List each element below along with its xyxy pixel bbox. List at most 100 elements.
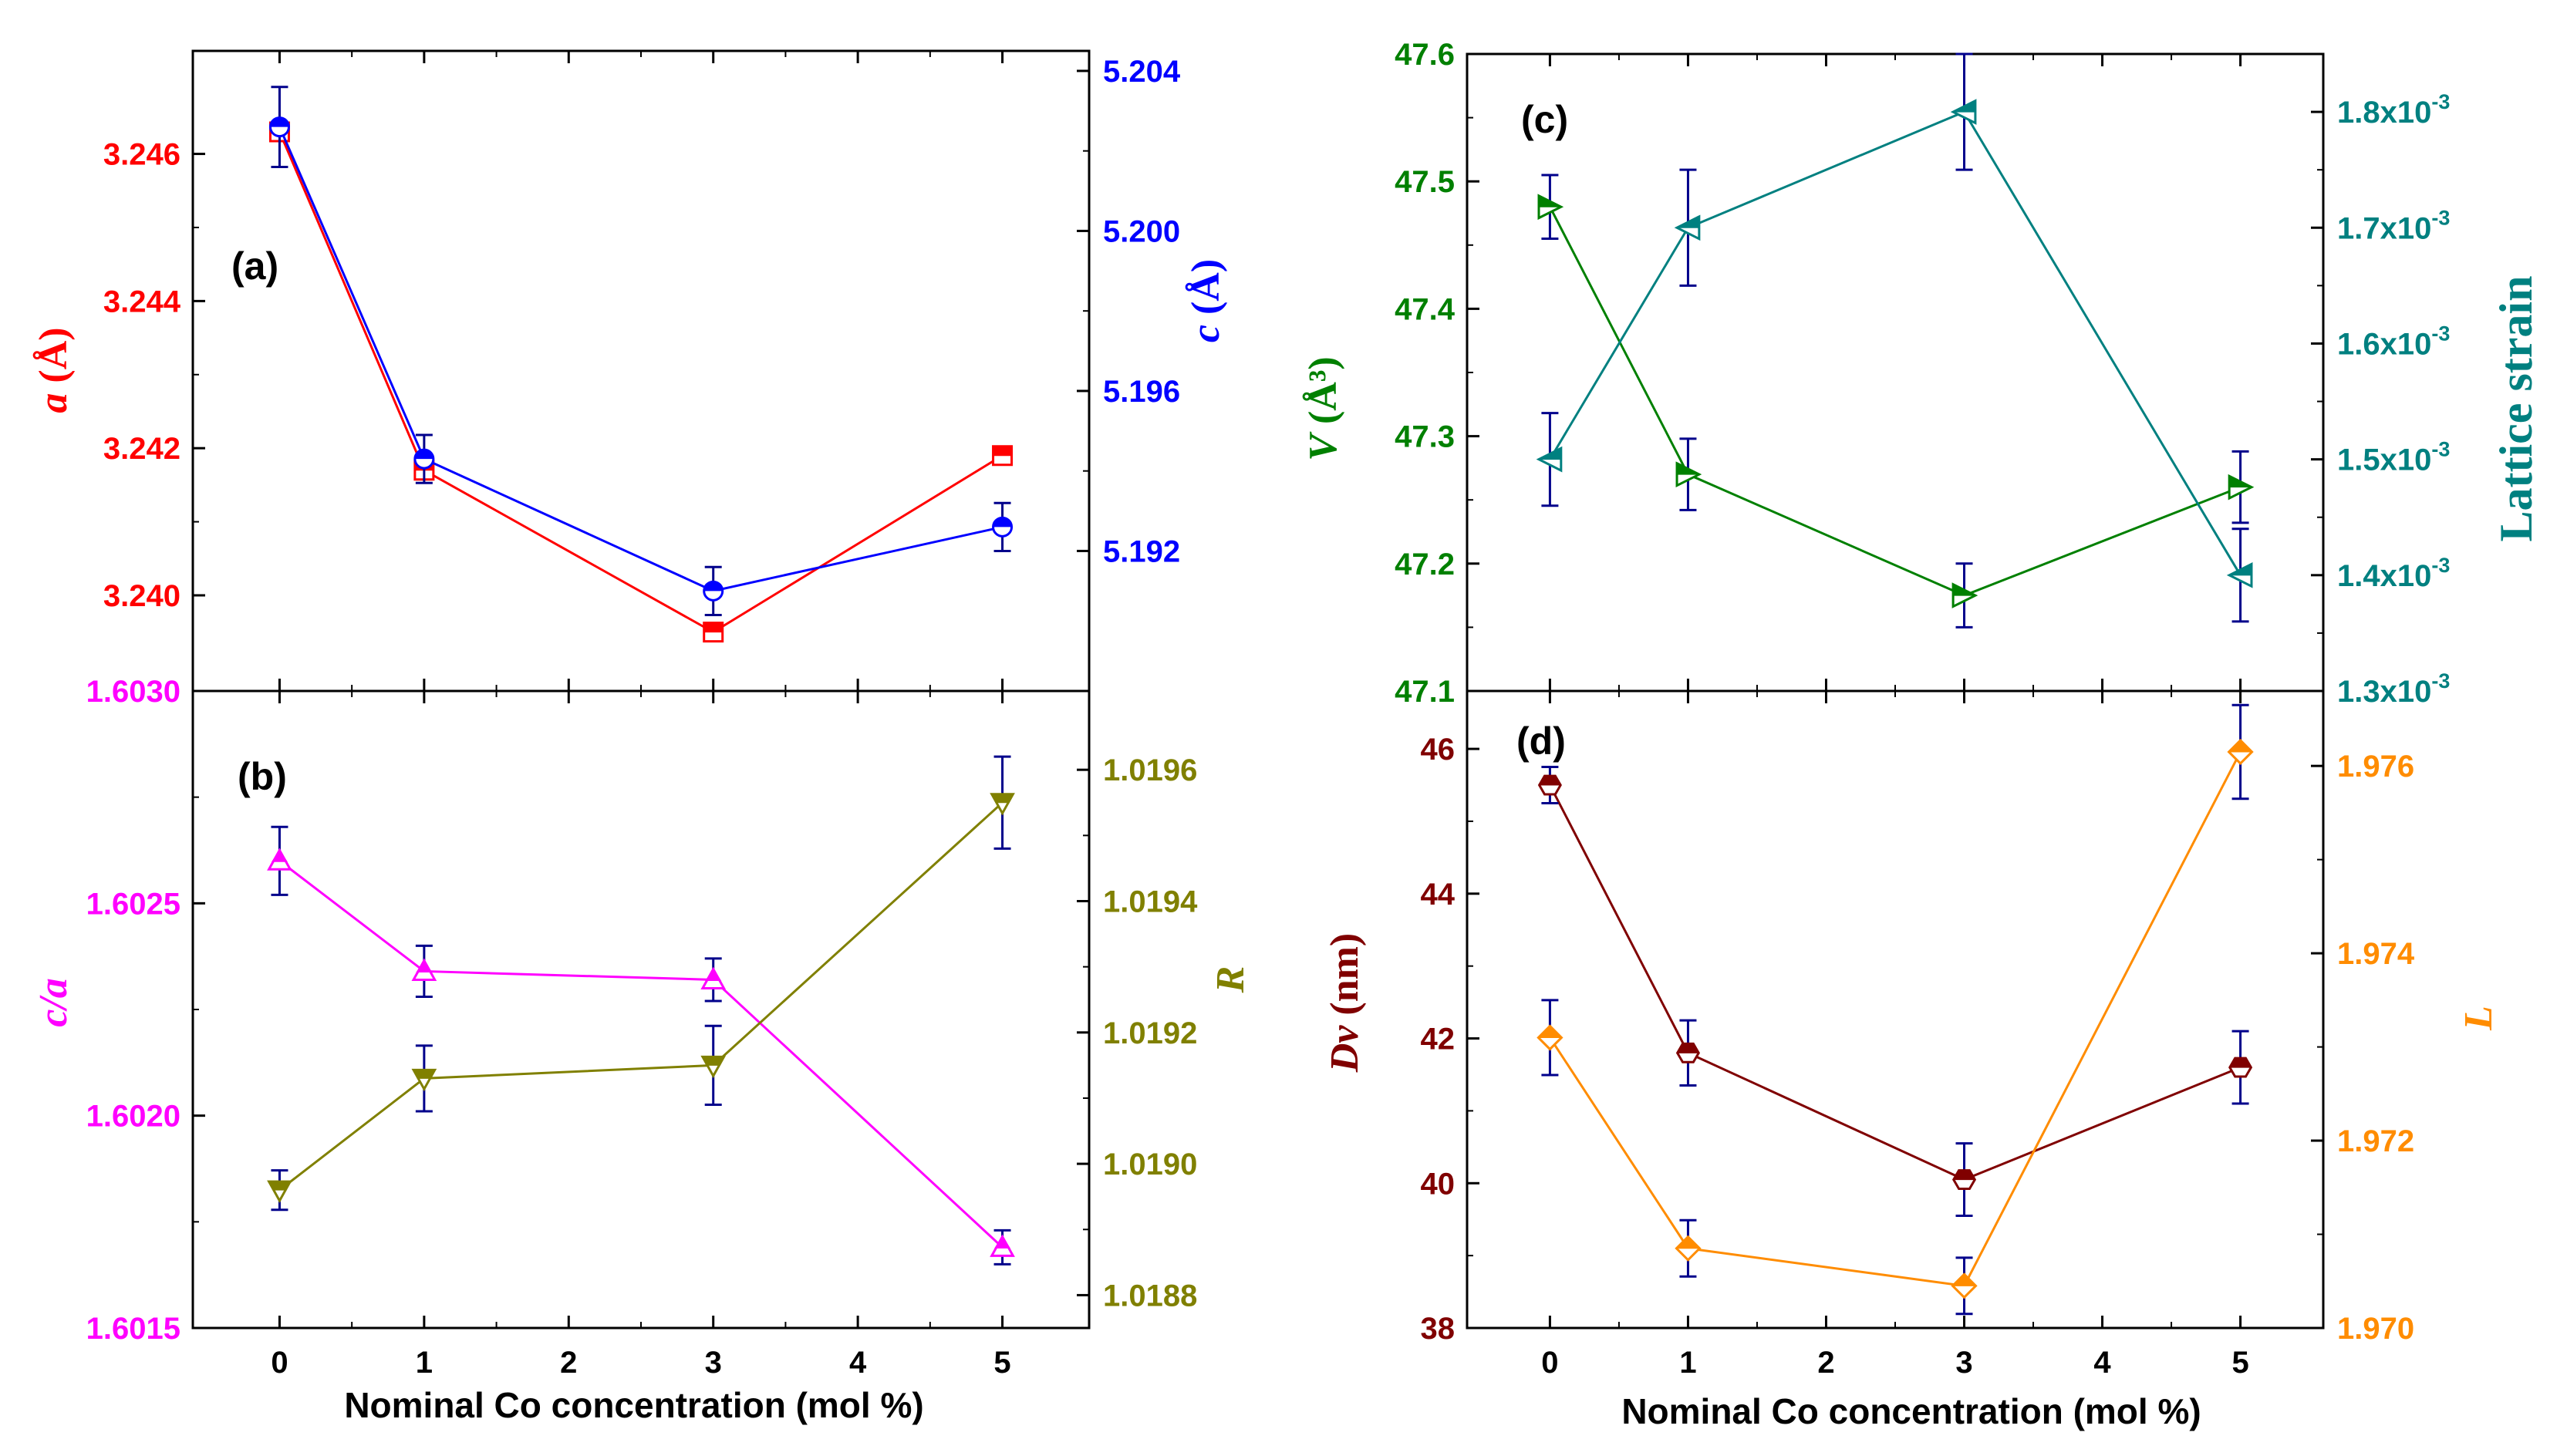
marker-fill xyxy=(2228,475,2252,488)
tick-exponent: -3 xyxy=(2431,322,2450,345)
data-point xyxy=(703,580,724,602)
series-2 xyxy=(1536,703,2254,1316)
right-axis-label: c (Å) xyxy=(1184,259,1228,342)
data-point xyxy=(411,958,437,981)
left-y-tick-label: 47.2 xyxy=(1395,548,1455,581)
x-axis-label-left: Nominal Co concentration (mol %) xyxy=(344,1385,923,1425)
left-y-tick-label: 1.6020 xyxy=(86,1100,180,1134)
right-y-tick-label: 1.6x10-3 xyxy=(2337,322,2450,361)
axis-label-italic: V xyxy=(1301,431,1345,461)
right-y-tick-label: 1.0196 xyxy=(1103,753,1197,787)
marker-fill xyxy=(1538,195,1562,207)
marker-fill xyxy=(1538,775,1562,786)
series-2 xyxy=(1536,52,2253,623)
x-tick-label: 5 xyxy=(2231,1346,2248,1380)
tick-exponent: -3 xyxy=(2431,554,2450,577)
axis-label-unit: (nm) xyxy=(1323,933,1367,1026)
panel-label: (c) xyxy=(1521,98,1568,141)
axis-label-italic: R xyxy=(1209,966,1253,994)
series-line xyxy=(278,131,1004,634)
data-point xyxy=(990,1234,1015,1257)
data-point xyxy=(2228,1057,2253,1078)
marker-fill xyxy=(993,446,1013,457)
right-y-tick-label: 1.7x10-3 xyxy=(2337,206,2450,245)
data-point xyxy=(1674,214,1701,241)
series-2 xyxy=(268,86,1014,616)
axis-label-italic: Dv xyxy=(1323,1025,1367,1073)
x-tick-label: 3 xyxy=(1955,1346,1972,1380)
marker-fill xyxy=(1676,216,1700,228)
x-tick-label: 0 xyxy=(1541,1346,1558,1380)
marker-fill xyxy=(2228,1057,2252,1068)
data-point xyxy=(1536,446,1563,473)
right-y-tick-label: 1.3x10-3 xyxy=(2337,669,2450,709)
left-y-tick-label: 46 xyxy=(1421,733,1456,767)
plot-frame xyxy=(1466,52,2325,693)
right-axis-label: R xyxy=(1209,966,1253,994)
left-y-tick-label: 40 xyxy=(1421,1167,1456,1201)
left-y-tick-label: 38 xyxy=(1421,1312,1456,1346)
marker-fill xyxy=(702,1056,725,1066)
left-y-tick-label: 3.240 xyxy=(103,579,180,613)
series-line xyxy=(278,126,1003,592)
right-y-tick-label: 5.192 xyxy=(1103,534,1180,568)
marker-fill xyxy=(1951,1273,1977,1286)
right-y-tick-label: 1.976 xyxy=(2337,750,2414,784)
series-line xyxy=(1549,784,2241,1181)
marker-fill xyxy=(268,1181,292,1191)
left-y-tick-label: 47.4 xyxy=(1395,292,1456,326)
marker-fill xyxy=(1676,1043,1700,1053)
right-y-tick-label: 5.196 xyxy=(1103,375,1180,409)
data-point xyxy=(413,448,435,470)
left-y-tick-label: 1.6025 xyxy=(86,887,180,921)
x-tick-label: 3 xyxy=(705,1346,722,1380)
data-point xyxy=(1675,1235,1702,1262)
right-y-tick-label: 1.0192 xyxy=(1103,1016,1197,1050)
plot-frame xyxy=(1466,689,2325,1330)
marker-fill xyxy=(416,959,433,972)
right-y-tick-label: 1.4x10-3 xyxy=(2337,554,2450,593)
panels-group: 3.240 3.242 3.244 3.246 5.192 5.196 5.200 5.204… xyxy=(32,38,2542,1380)
x-axis-label-right: Nominal Co concentration (mol %) xyxy=(1621,1391,2201,1431)
data-point xyxy=(1675,461,1702,487)
data-point xyxy=(268,116,290,138)
series-line xyxy=(1549,206,2241,597)
plot-frame xyxy=(191,49,1091,693)
left-y-tick-label: 3.242 xyxy=(103,432,180,466)
right-y-tick-label: 1.970 xyxy=(2337,1312,2414,1346)
plot-frame xyxy=(191,689,1091,1330)
axis-label-italic: c/a xyxy=(32,978,76,1027)
right-y-tick-label: 1.5x10-3 xyxy=(2337,438,2450,477)
x-tick-label: 2 xyxy=(560,1346,577,1380)
x-tick-label: 1 xyxy=(1679,1346,1696,1380)
data-point xyxy=(1951,1169,1977,1191)
series-2 xyxy=(267,755,1015,1212)
axis-label-italic: L xyxy=(2457,1006,2501,1031)
marker-fill xyxy=(703,581,723,592)
panel-d: 0 1 2 3 4 5 38 40 42 44 46 1.970 1.972 1.974 1.976 Dv (… xyxy=(1323,689,2501,1380)
data-point xyxy=(2226,561,2253,588)
panel-label: (b) xyxy=(238,755,287,798)
left-axis-label: V (Å³) xyxy=(1301,356,1345,460)
marker-fill xyxy=(2228,740,2253,753)
left-axis-label: c/a xyxy=(32,978,76,1027)
axis-label-unit: (Å) xyxy=(1184,259,1228,325)
series-1 xyxy=(1537,766,2253,1218)
marker-fill xyxy=(1676,462,1700,475)
marker-fill xyxy=(1537,1025,1563,1038)
panel-b: 0 1 2 3 4 5 1.6015 1.6020 1.6025 1.6030 1.0188 1.01… xyxy=(32,675,1253,1380)
panel-label: (d) xyxy=(1516,720,1566,763)
left-y-tick-label: 1.6015 xyxy=(86,1312,180,1346)
left-y-tick-label: 3.246 xyxy=(103,138,180,172)
right-y-tick-label: 1.0194 xyxy=(1103,885,1198,918)
series-1 xyxy=(267,825,1015,1266)
right-axis-label: Lattice strain xyxy=(2491,276,2542,542)
right-y-tick-label: 1.0190 xyxy=(1103,1148,1197,1181)
x-tick-label: 5 xyxy=(993,1346,1010,1380)
marker-fill xyxy=(990,794,1014,804)
data-point xyxy=(992,516,1014,538)
tick-exponent: -3 xyxy=(2431,90,2450,113)
left-y-tick-label: 47.3 xyxy=(1395,420,1455,454)
right-y-tick-label: 5.200 xyxy=(1103,214,1180,248)
